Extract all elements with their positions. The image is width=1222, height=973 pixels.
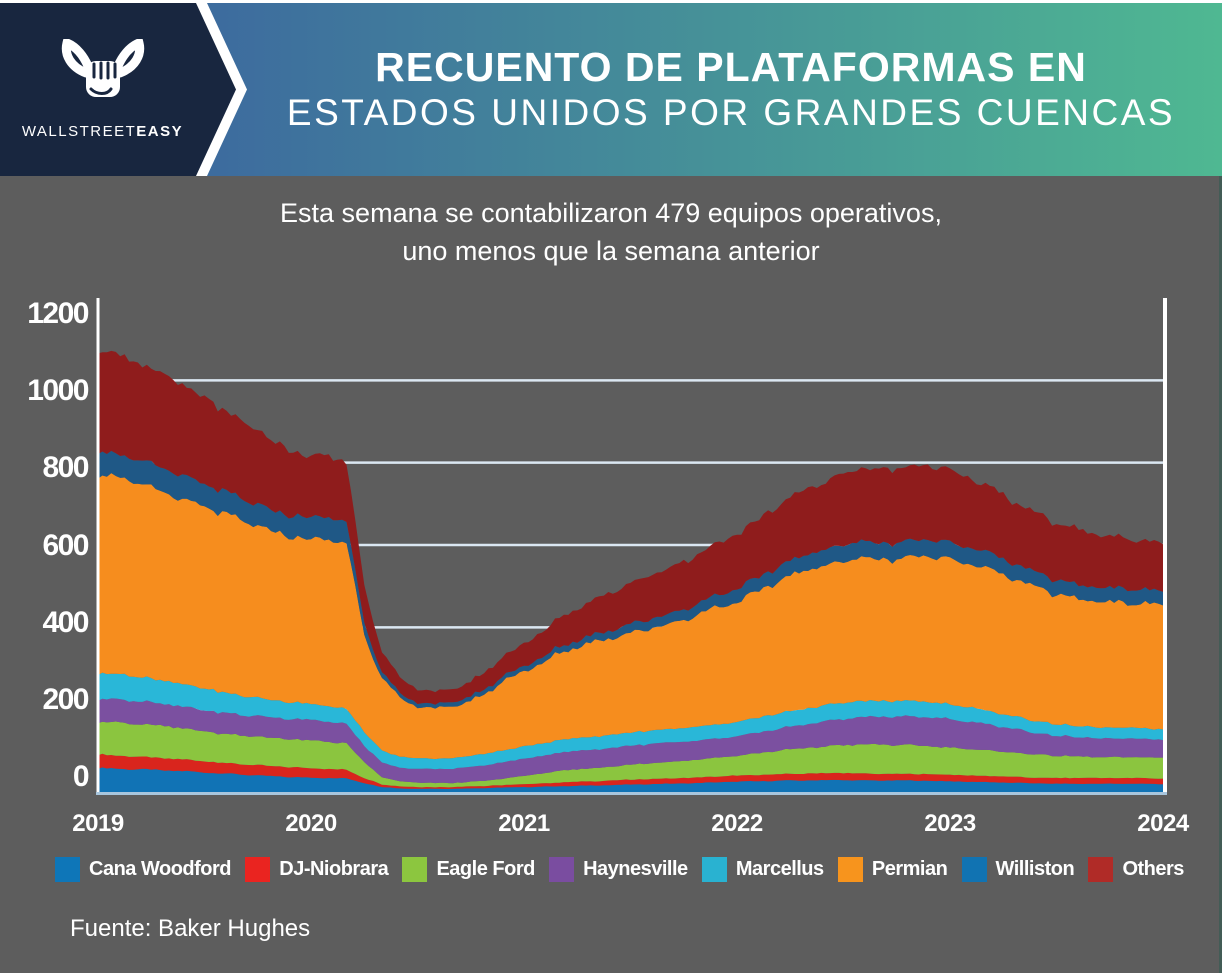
brand-block: WALLSTREETEASY [0, 3, 205, 176]
y-tick-label: 400 [42, 605, 89, 639]
legend-item: Cana Woodford [55, 857, 232, 882]
legend-label: Eagle Ford [436, 858, 535, 880]
legend-swatch [837, 857, 863, 882]
legend-item: Permian [837, 857, 948, 882]
y-tick-label: 800 [42, 451, 89, 485]
y-tick-label: 1000 [27, 374, 89, 408]
series-band-cana-woodford [98, 767, 1163, 792]
brand-wordmark: WALLSTREETEASY [21, 123, 184, 140]
series-band-eagle-ford [98, 721, 1163, 788]
legend-swatch [245, 857, 271, 882]
series-band-haynesville [98, 698, 1163, 784]
header-titles: RECUENTO DE PLATAFORMAS EN ESTADOS UNIDO… [250, 3, 1212, 176]
legend-swatch [549, 857, 575, 882]
x-tick-label: 2022 [711, 810, 763, 837]
legend-swatch [701, 857, 727, 882]
legend-label: Williston [995, 858, 1075, 880]
legend-item: DJ-Niobrara [245, 857, 389, 882]
series-band-dj-niobrara [98, 753, 1163, 789]
y-tick-label: 200 [42, 682, 89, 716]
series-band-marcellus [98, 672, 1163, 770]
y-tick-label: 1200 [27, 297, 89, 330]
legend-swatch [402, 857, 428, 882]
series-band-others [98, 350, 1163, 705]
subtitle-line2: uno menos que la semana anterior [402, 236, 820, 266]
legend-item: Marcellus [701, 857, 824, 882]
y-axis-labels: 0 200 400 600 800 1000 1200 [0, 0, 90, 973]
x-tick-label: 2023 [924, 810, 976, 837]
x-tick-label: 2021 [498, 810, 550, 837]
legend-item: Others [1088, 857, 1184, 882]
x-tick-label: 2020 [285, 810, 337, 837]
legend-label: Marcellus [735, 858, 824, 880]
chart-subtitle: Esta semana se contabilizaron 479 equipo… [0, 194, 1222, 270]
chart-legend: Cana Woodford DJ-Niobrara Eagle Ford Haynes… [0, 857, 1222, 882]
subtitle-line1: Esta semana se contabilizaron 479 equipo… [280, 198, 942, 228]
legend-item: Williston [961, 857, 1075, 882]
legend-label: Haynesville [583, 858, 688, 880]
legend-label: Cana Woodford [89, 858, 232, 880]
source-note: Fuente: Baker Hughes [70, 915, 311, 942]
series-band-permian [98, 473, 1163, 760]
header-banner: WALLSTREETEASY RECUENTO DE PLATAFORMAS E… [0, 0, 1222, 176]
legend-label: DJ-Niobrara [279, 858, 389, 880]
y-tick-label: 600 [42, 528, 89, 562]
x-tick-label: 2019 [72, 810, 124, 837]
legend-swatch [1088, 857, 1114, 882]
legend-swatch [961, 857, 987, 882]
page-title-line2: ESTADOS UNIDOS POR GRANDES CUENCAS [286, 91, 1176, 133]
legend-label: Others [1122, 858, 1184, 880]
x-tick-label: 2024 [1137, 810, 1189, 837]
legend-item: Eagle Ford [402, 857, 535, 882]
legend-label: Permian [871, 858, 948, 880]
right-edge-strip [1219, 176, 1222, 973]
bull-logo-icon [61, 39, 144, 97]
legend-swatch [55, 857, 80, 882]
page-title-line1: RECUENTO DE PLATAFORMAS EN [375, 43, 1087, 90]
y-tick-label: 0 [72, 760, 90, 793]
legend-item: Haynesville [549, 857, 688, 882]
